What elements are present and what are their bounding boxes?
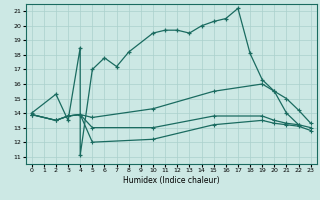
- X-axis label: Humidex (Indice chaleur): Humidex (Indice chaleur): [123, 176, 220, 185]
